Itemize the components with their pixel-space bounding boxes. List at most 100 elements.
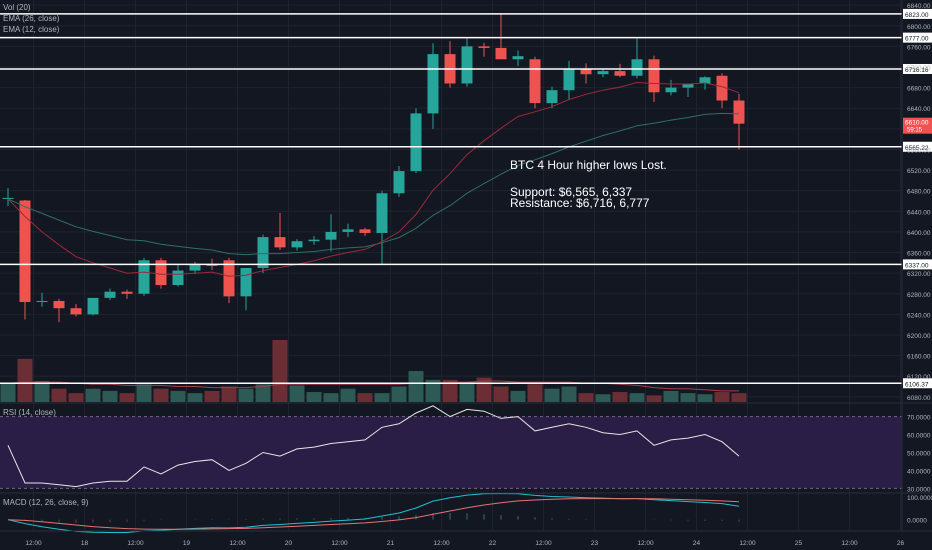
candle-body: [257, 237, 269, 268]
volume-bar: [187, 393, 203, 402]
volume-bar: [544, 388, 560, 402]
legend-ema-26[interactable]: EMA (26, close): [3, 14, 60, 23]
candle-body: [342, 229, 354, 232]
volume-bar: [459, 382, 475, 402]
volume-ma-line: [7, 380, 739, 392]
volume-bar: [255, 384, 271, 402]
volume-bar: [680, 393, 696, 402]
volume-bar: [51, 388, 67, 402]
candle-body: [53, 300, 65, 309]
volume-bar: [731, 393, 747, 402]
legend-rsi[interactable]: RSI (14, close): [3, 408, 56, 417]
candle-body: [631, 59, 643, 76]
price-tick-label: 6240.00: [907, 312, 931, 319]
volume-bar: [17, 358, 33, 402]
price-tick-label: 6280.00: [907, 292, 931, 299]
price-tick-label: 6800.00: [907, 24, 931, 31]
price-tick-label: 6120.00: [907, 374, 931, 381]
candle-body: [172, 270, 184, 286]
price-tick-label: 6320.00: [907, 271, 931, 278]
volume-bar: [85, 388, 101, 402]
time-tick-label: 12:00: [25, 540, 42, 547]
time-tick-label: 18: [81, 540, 89, 547]
volume-bar: [68, 393, 84, 402]
candle-body: [325, 231, 337, 240]
volume-bar: [119, 393, 135, 402]
rsi-line: [7, 405, 740, 488]
candle-body: [563, 69, 575, 91]
volume-bar: [221, 386, 237, 402]
volume-bar: [170, 390, 186, 402]
rsi-tick-label: 50.0000: [907, 450, 931, 457]
rsi-band: [0, 416, 902, 489]
candle-body: [699, 77, 711, 84]
legend-volume[interactable]: Vol (20): [3, 3, 31, 12]
candle-body: [359, 229, 371, 233]
annotation-title: BTC 4 Hour higher lows Lost.: [510, 158, 667, 172]
ema-lines: [7, 81, 740, 277]
candle-body: [410, 113, 422, 172]
volume-bar: [527, 384, 543, 402]
candle-body: [665, 87, 677, 93]
rsi-tick-label: 60.0000: [907, 433, 931, 440]
candle-body: [461, 46, 473, 84]
time-tick-label: 12:00: [433, 540, 450, 547]
candle-body: [87, 297, 99, 315]
rsi-tick-label: 40.0000: [907, 468, 931, 475]
last-price-countdown: 59:15: [907, 128, 923, 134]
volume-bar: [629, 393, 645, 402]
legend-macd[interactable]: MACD (12, 26, close, 9): [3, 498, 89, 507]
volume-bars: [0, 340, 747, 402]
time-tick-label: 12:00: [739, 540, 756, 547]
candle-body: [19, 200, 31, 303]
horizontal-levels[interactable]: 6823.00 6777.00 6716.16 6565.22 6337.00 6106.…: [0, 8, 932, 389]
candle-body: [648, 59, 660, 93]
time-tick-label: 20: [285, 540, 293, 547]
price-tick-label: 6360.00: [907, 251, 931, 258]
volume-bar: [289, 385, 305, 402]
volume-bar: [357, 393, 373, 402]
time-tick-label: 12:00: [841, 540, 858, 547]
volume-bar: [391, 386, 407, 402]
candle-body: [393, 171, 405, 194]
level-label: 6565.22: [905, 145, 929, 152]
price-tick-label: 6840.00: [907, 3, 931, 10]
price-tick-label: 6760.00: [907, 44, 931, 51]
ema-26-line: [7, 112, 740, 256]
price-tick-label: 6440.00: [907, 209, 931, 216]
price-tick-label: 6560.00: [907, 147, 931, 154]
time-tick-label: 12:00: [637, 540, 654, 547]
ema-12-line: [7, 81, 740, 277]
time-tick-label: 12:00: [127, 540, 144, 547]
volume-bar: [153, 388, 169, 402]
candle-body: [223, 260, 235, 297]
level-label: 6777.00: [905, 36, 929, 43]
level-label-box: [903, 141, 932, 152]
time-axis[interactable]: 12:00 18 12:00 19 12:00 20 12:00 21 12:00 22 12:00…: [25, 540, 904, 547]
price-tick-label: 6720.00: [907, 65, 931, 72]
level-label-box: [903, 63, 932, 74]
candle-body: [614, 71, 626, 76]
signal-line: [7, 498, 740, 530]
annotation-support: Support: $6,565, 6,337: [510, 185, 633, 199]
candle-body: [274, 237, 286, 248]
time-tick-label: 23: [591, 540, 599, 547]
price-tick-label: 6520.00: [907, 168, 931, 175]
volume-bar: [0, 383, 16, 402]
rsi-line: [7, 405, 740, 488]
candle-body: [495, 47, 507, 60]
volume-bar: [493, 386, 509, 402]
volume-bar: [663, 390, 679, 402]
legend-ema-12[interactable]: EMA (12, close): [3, 25, 60, 34]
candle-body: [597, 71, 609, 75]
time-tick-label: 26: [897, 540, 905, 547]
level-label-box: [903, 32, 932, 43]
candle-body: [716, 75, 728, 101]
volume-bar: [34, 380, 50, 402]
volume-bar: [510, 390, 526, 402]
candle-body: [580, 69, 592, 75]
price-axis[interactable]: 6840.00 6800.00 6760.00 6720.00 6680.00 6640.…: [903, 3, 932, 525]
level-label: 6337.00: [905, 262, 929, 269]
volume-bar: [561, 386, 577, 402]
